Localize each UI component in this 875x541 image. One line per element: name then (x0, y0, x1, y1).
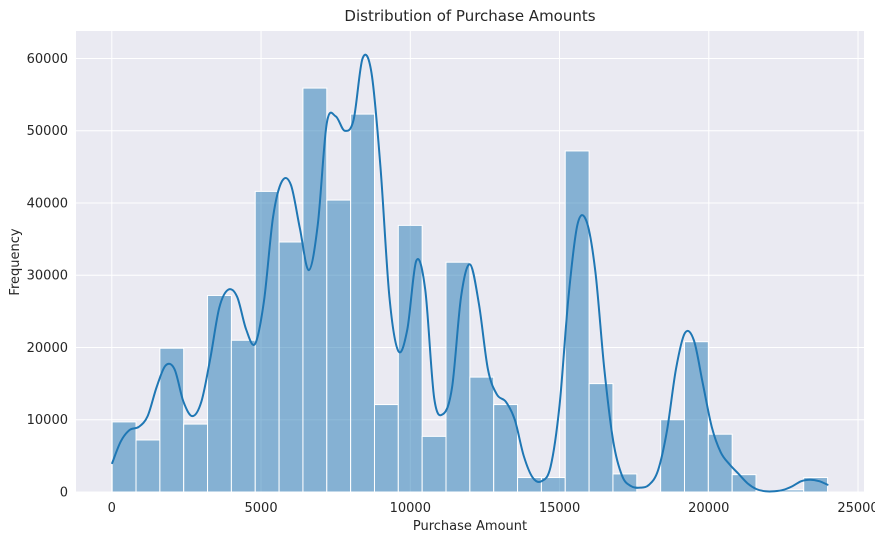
x-tick-label: 10000 (390, 501, 431, 516)
histogram-bar (707, 433, 733, 493)
histogram-bar (135, 439, 161, 493)
kde-curve (111, 53, 829, 493)
y-tick-label: 0 (60, 486, 68, 501)
histogram-bar (350, 113, 375, 493)
histogram-bar (254, 190, 280, 493)
x-tick-label: 15000 (539, 501, 580, 516)
x-tick-label: 0 (108, 501, 116, 516)
histogram-bar (612, 473, 638, 493)
chart-title: Distribution of Purchase Amounts (344, 7, 595, 25)
histogram-bar (445, 261, 471, 493)
y-tick-label: 40000 (27, 196, 68, 211)
histogram-bar (373, 404, 399, 493)
histogram-bar (731, 474, 757, 493)
x-tick-label: 5000 (245, 501, 278, 516)
histogram-bar (469, 376, 495, 493)
histogram-bar (111, 421, 137, 493)
histogram-bar (517, 477, 542, 493)
y-tick-label: 10000 (27, 413, 68, 428)
histogram-bar (588, 383, 614, 493)
histogram-bar (183, 423, 209, 493)
x-tick-labels: 0 5000 10000 15000 20000 25000 (108, 501, 875, 516)
histogram-bar (564, 150, 590, 493)
y-tick-labels: 0 10000 20000 30000 40000 50000 60000 (27, 52, 68, 501)
histogram-bar (207, 294, 232, 493)
histogram-bar (683, 341, 709, 493)
y-axis-label: Frequency (8, 228, 23, 295)
y-tick-label: 20000 (27, 341, 68, 356)
histogram-bar (660, 419, 685, 493)
x-tick-label: 20000 (688, 501, 729, 516)
histogram-bar (421, 435, 447, 493)
histogram-bar (230, 339, 256, 493)
histogram-bar (278, 241, 304, 493)
histogram-bar (397, 224, 423, 493)
histogram-bar (326, 199, 352, 493)
y-tick-label: 60000 (27, 52, 68, 67)
histogram-bar (493, 404, 519, 493)
histogram-bar (159, 347, 185, 493)
y-tick-label: 30000 (27, 269, 68, 284)
x-tick-label: 25000 (837, 501, 875, 516)
x-axis-label: Purchase Amount (413, 519, 527, 534)
y-tick-label: 50000 (27, 124, 68, 139)
